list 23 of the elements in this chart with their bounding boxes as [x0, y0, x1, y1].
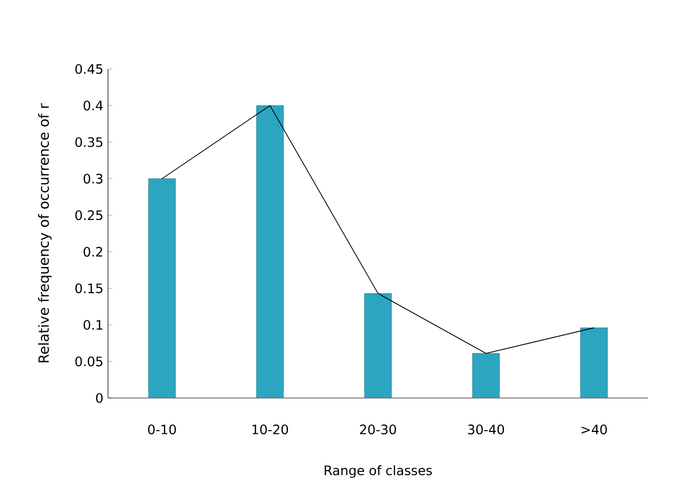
y-tick-label: 0.2 [84, 246, 102, 257]
bar [472, 353, 500, 398]
x-tick-label: 10-20 [252, 424, 288, 434]
line-series [162, 105, 594, 354]
y-tick-label: 0.15 [75, 283, 102, 294]
y-axis-title: Relative frequency of occurrence of r [38, 103, 52, 362]
y-tick-label: 0.45 [75, 64, 102, 74]
x-tick-label: 20-30 [360, 424, 396, 434]
x-tick-label: 30-40 [468, 424, 504, 434]
x-tick-label: 0-10 [148, 424, 176, 434]
x-axis-title: Range of classes [324, 465, 432, 478]
bar [364, 293, 392, 398]
y-tick-label: 0 [96, 393, 103, 403]
y-tick-label: 0.1 [84, 320, 102, 330]
bar [256, 105, 284, 398]
x-tick-label: >40 [582, 424, 607, 434]
y-tick-label: 0.3 [84, 174, 102, 184]
y-tick-label: 0.05 [75, 356, 102, 366]
y-tick-label: 0.25 [75, 210, 102, 220]
y-tick-label: 0.4 [84, 100, 103, 110]
bar [580, 328, 608, 398]
y-tick-label: 0.35 [75, 137, 102, 148]
bar [148, 178, 176, 398]
